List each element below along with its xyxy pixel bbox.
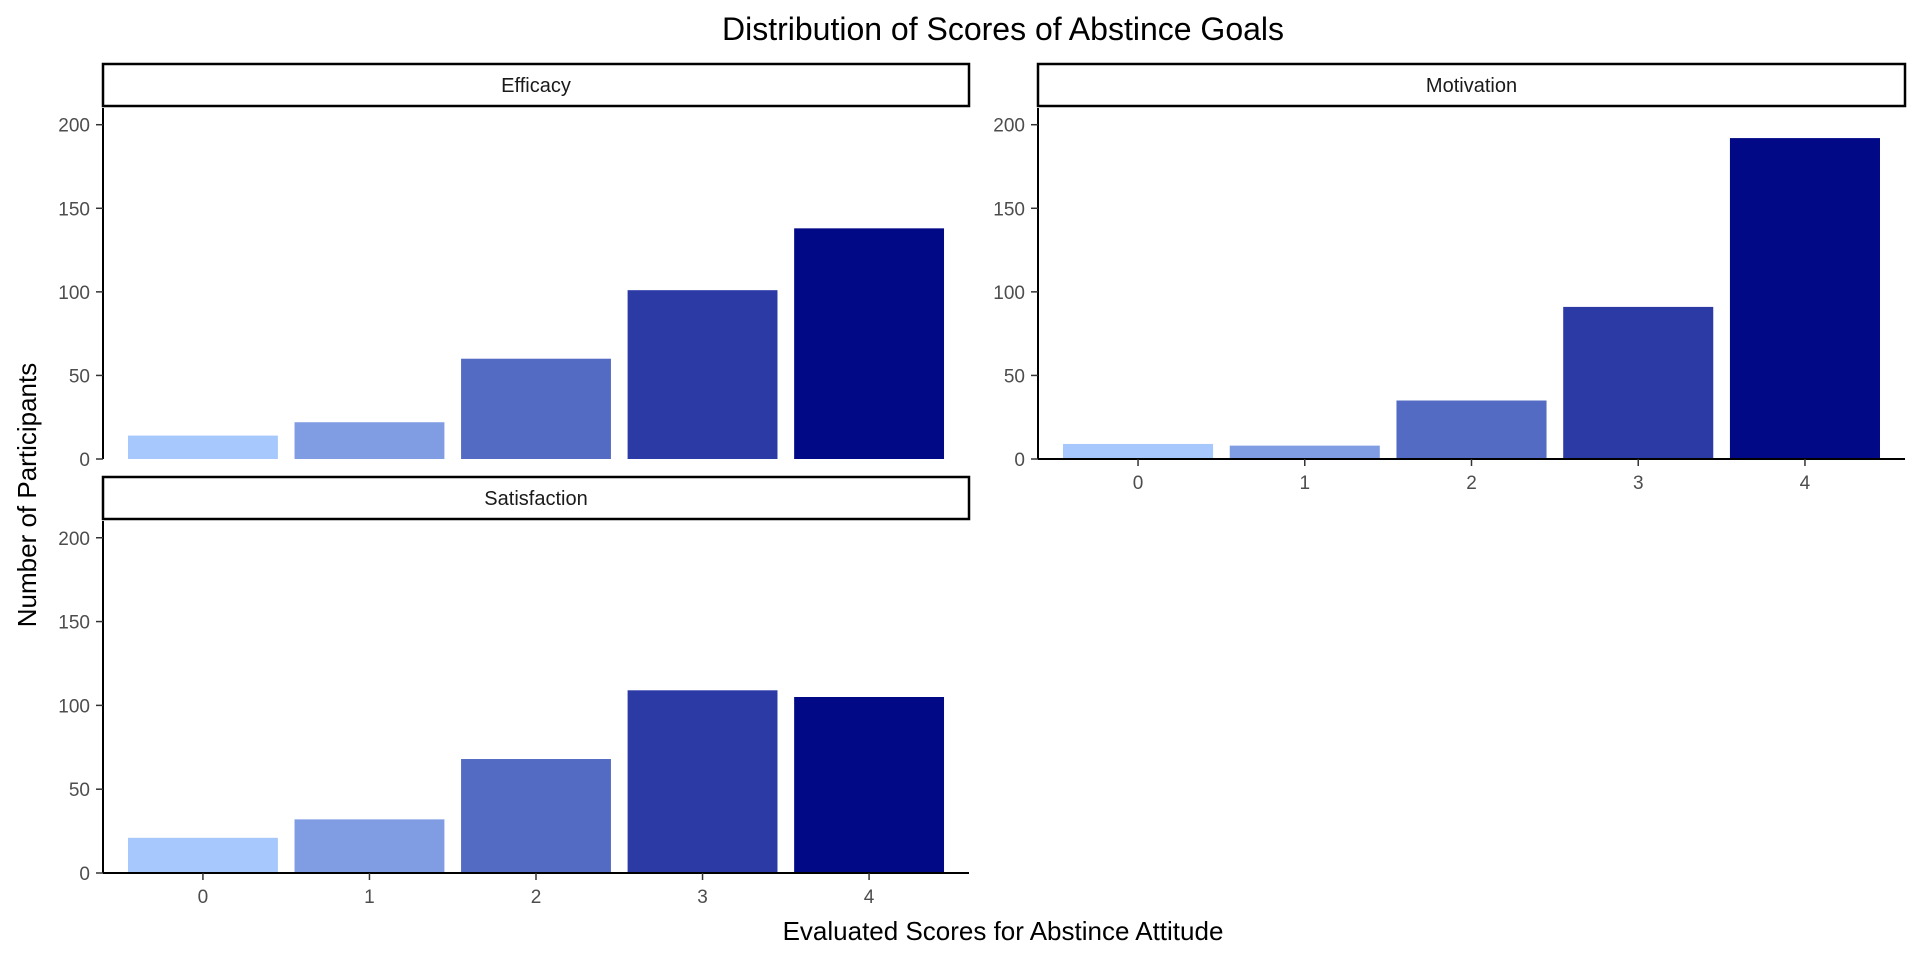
facet-label-satisfaction: Satisfaction	[484, 488, 587, 510]
y-tick-label: 0	[79, 450, 90, 471]
facet-strip-efficacy	[101, 62, 971, 108]
bar-motivation-1	[1229, 445, 1380, 459]
chart-title: Distribution of Scores of Abstince Goals	[722, 11, 1284, 47]
bar-motivation-0	[1063, 443, 1214, 459]
y-tick-label: 100	[58, 283, 90, 304]
x-tick-label: 3	[697, 887, 708, 908]
y-tick-label: 150	[58, 613, 90, 634]
bar-satisfaction-4	[794, 697, 945, 873]
bar-efficacy-1	[294, 422, 445, 459]
x-axis-title: Evaluated Scores for Abstince Attitude	[783, 916, 1224, 946]
facet-label-motivation: Motivation	[1426, 75, 1517, 97]
facet-strip-motivation	[1036, 62, 1907, 108]
x-tick-label: 1	[1299, 473, 1310, 494]
bar-motivation-4	[1729, 138, 1880, 460]
facet-panels: Efficacy050100150200Motivation0501001502…	[58, 62, 1907, 908]
panel-satisfaction: Satisfaction 0 50 100 150 200 0 1 2 3 4	[58, 475, 971, 908]
y-tick-label: 50	[69, 366, 90, 387]
y-tick-label: 150	[993, 199, 1025, 220]
facet-label-efficacy: Efficacy	[501, 75, 571, 97]
y-tick-label: 150	[58, 199, 90, 220]
y-tick-label: 0	[79, 864, 90, 885]
x-tick-label: 0	[1133, 473, 1144, 494]
bar-efficacy-3	[627, 290, 778, 459]
bar-satisfaction-1	[294, 819, 445, 873]
y-tick-label: 200	[993, 116, 1025, 137]
x-tick-label: 4	[864, 887, 875, 908]
bar-efficacy-4	[794, 228, 945, 459]
panel-motivation: Motivation 0 50 100 150 200 0 1 2 3 4	[993, 62, 1907, 494]
x-tick-label: 2	[531, 887, 542, 908]
y-tick-label: 200	[58, 116, 90, 137]
x-tick-label: 2	[1466, 473, 1477, 494]
y-tick-label: 0	[1014, 450, 1025, 471]
bar-efficacy-0	[127, 435, 278, 459]
bar-motivation-2	[1396, 400, 1547, 459]
y-axis-title: Number of Participants	[12, 363, 42, 627]
bar-motivation-3	[1563, 306, 1714, 459]
bar-satisfaction-2	[461, 759, 611, 873]
bar-efficacy-2	[461, 358, 611, 459]
y-tick-label: 50	[1004, 366, 1025, 387]
x-tick-label: 0	[198, 887, 209, 908]
bar-satisfaction-3	[627, 690, 778, 873]
facet-strip-satisfaction	[101, 475, 971, 521]
x-tick-label: 4	[1800, 473, 1811, 494]
y-tick-label: 100	[993, 283, 1025, 304]
y-tick-label: 50	[69, 780, 90, 801]
y-tick-label: 100	[58, 696, 90, 717]
x-tick-label: 3	[1633, 473, 1644, 494]
bar-satisfaction-0	[127, 837, 278, 873]
panel-efficacy: Efficacy 0 50 100 150 200	[58, 62, 971, 471]
y-tick-label: 200	[58, 529, 90, 550]
x-tick-label: 1	[364, 887, 375, 908]
